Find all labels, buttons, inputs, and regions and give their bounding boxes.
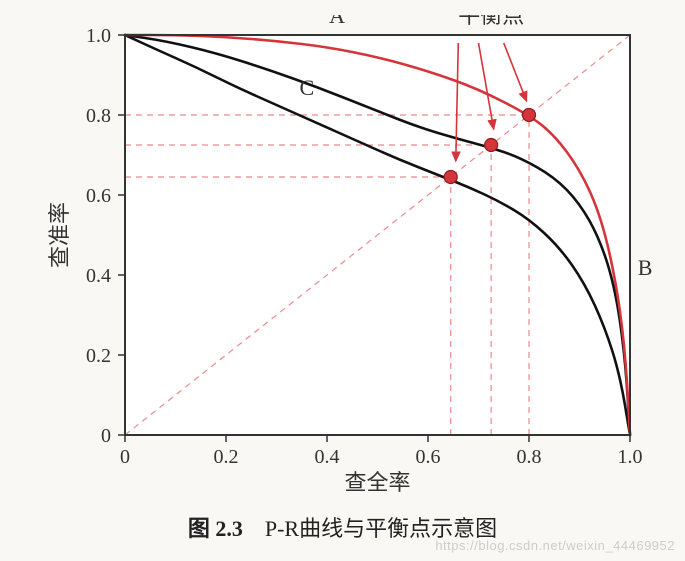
balance-label: 平衡点	[458, 15, 524, 28]
xtick-label: 1.0	[618, 446, 643, 468]
balance-point-1	[485, 139, 498, 152]
xtick-label: 0	[120, 446, 130, 468]
ytick-label: 1.0	[86, 25, 111, 47]
series-label-A: A	[329, 15, 345, 28]
watermark: https://blog.csdn.net/weixin_44469952	[435, 538, 675, 553]
ytick-label: 0	[101, 425, 111, 447]
ytick-label: 0.4	[86, 265, 111, 287]
ytick-label: 0.2	[86, 345, 111, 367]
ytick-label: 0.6	[86, 185, 111, 207]
ytick-label: 0.8	[86, 105, 111, 127]
series-label-B: B	[638, 255, 653, 280]
balance-point-0	[444, 171, 457, 184]
series-label-C: C	[299, 75, 314, 100]
xtick-label: 0.6	[416, 446, 441, 468]
balance-point-2	[523, 109, 536, 122]
xtick-label: 0.2	[214, 446, 239, 468]
caption-number: 图 2.3	[188, 516, 243, 541]
xtick-label: 0.8	[517, 446, 542, 468]
y-axis-title: 查准率	[47, 202, 72, 268]
pr-curve-chart: 0 0.2 0.4 0.6 0.8 1.0 0 0.2 0.4 0.6 0.8 1.0 查全率 查准率 A B…	[40, 15, 660, 505]
xtick-label: 0.4	[315, 446, 340, 468]
x-axis-title: 查全率	[344, 470, 410, 495]
